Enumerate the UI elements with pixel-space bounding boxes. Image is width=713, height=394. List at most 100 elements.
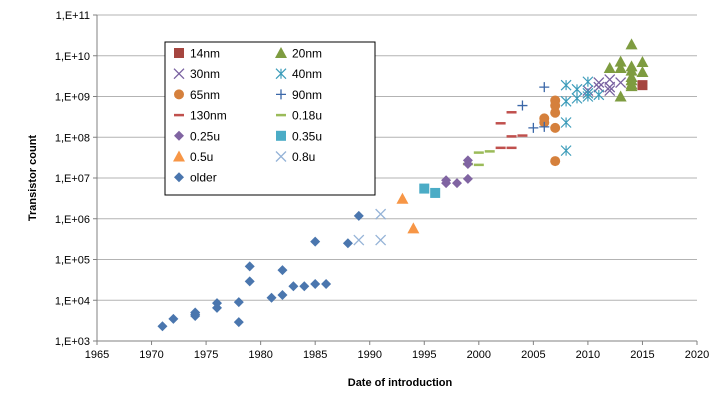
x-tick-label: 1995 xyxy=(412,349,436,361)
data-point xyxy=(157,321,168,332)
x-tick-label: 1970 xyxy=(139,349,163,361)
data-point xyxy=(342,238,353,249)
legend-marker xyxy=(276,130,286,141)
series-65nm xyxy=(539,95,561,167)
legend-marker xyxy=(275,68,287,80)
legend-marker xyxy=(173,150,185,162)
data-point xyxy=(636,65,649,77)
legend-label: 20nm xyxy=(292,47,322,61)
x-tick-label: 1980 xyxy=(248,349,272,361)
data-point xyxy=(277,289,288,300)
series-40nm xyxy=(560,76,605,157)
y-tick-label: 1,E+06 xyxy=(55,214,90,226)
x-tick-label: 2000 xyxy=(467,349,491,361)
series-90nm xyxy=(517,82,550,133)
data-point xyxy=(625,38,638,50)
legend-label: older xyxy=(190,171,217,185)
legend-entry: 14nm xyxy=(174,47,220,61)
data-points xyxy=(157,38,649,332)
x-axis-tick-labels: 1965 1970 1975 1980 1985 1990 1995 2000 2005 2010… xyxy=(85,349,709,361)
data-point xyxy=(625,80,638,92)
data-point xyxy=(550,156,561,167)
legend-entry: 65nm xyxy=(174,88,220,102)
data-point xyxy=(430,187,441,198)
legend-marker xyxy=(174,48,184,58)
data-point xyxy=(310,236,321,247)
data-point xyxy=(560,95,572,107)
data-point xyxy=(593,77,605,89)
y-axis-title: Transistor count xyxy=(27,135,39,222)
data-point xyxy=(636,56,649,68)
y-axis-tick-labels: 1,E+03 1,E+04 1,E+05 1,E+06 1,E+07 1,E+08 1,E+… xyxy=(55,10,90,348)
data-point xyxy=(582,76,594,88)
legend-marker xyxy=(174,89,184,100)
axes xyxy=(96,15,698,345)
series-older xyxy=(157,210,364,332)
data-point xyxy=(212,302,222,313)
data-point xyxy=(528,122,539,133)
legend-label: 0.8u xyxy=(292,150,315,164)
data-point xyxy=(244,261,255,272)
x-tick-label: 1985 xyxy=(303,349,327,361)
legend-label: 40nm xyxy=(292,67,322,81)
series-20nm xyxy=(603,38,649,102)
data-point xyxy=(168,313,179,324)
data-point xyxy=(550,100,561,111)
legend-label: 65nm xyxy=(190,88,220,102)
data-point xyxy=(517,100,528,111)
legend-marker xyxy=(275,151,287,162)
data-point xyxy=(560,117,572,128)
x-axis-title: Date of introduction xyxy=(348,377,453,389)
y-tick-label: 1,E+10 xyxy=(55,51,90,63)
data-point xyxy=(550,122,561,133)
data-point xyxy=(593,89,605,101)
legend-entry: 0.25u xyxy=(174,129,220,143)
series-0.5u xyxy=(396,192,420,234)
series-14nm xyxy=(637,80,648,91)
x-tick-label: 2005 xyxy=(521,349,545,361)
series-0.8u xyxy=(353,208,387,246)
legend-label: 0.5u xyxy=(190,150,213,164)
legend-entry: 0.18u xyxy=(276,109,322,123)
legend-marker xyxy=(173,68,185,80)
data-point xyxy=(233,317,244,328)
data-point xyxy=(266,292,277,303)
data-point xyxy=(353,210,364,221)
data-point xyxy=(539,82,550,93)
legend-entry: 30nm xyxy=(173,67,220,81)
data-point xyxy=(310,279,321,290)
y-tick-label: 1,E+11 xyxy=(56,10,90,22)
legend-entry: 40nm xyxy=(275,67,322,81)
data-point xyxy=(604,85,616,97)
series-0.35u xyxy=(419,183,441,198)
series-0.25u xyxy=(441,155,473,189)
legend-label: 0.35u xyxy=(292,129,322,143)
legend-label: 90nm xyxy=(292,88,322,102)
y-tick-label: 1,E+08 xyxy=(55,132,90,144)
data-point xyxy=(233,297,244,308)
legend-label: 130nm xyxy=(190,109,227,123)
legend-marker xyxy=(174,130,184,141)
x-tick-label: 2020 xyxy=(685,349,709,361)
x-tick-label: 1990 xyxy=(357,349,381,361)
legend-entry: 0.8u xyxy=(275,150,315,164)
legend-entry: 0.35u xyxy=(276,129,322,143)
legend-label: 0.25u xyxy=(190,129,220,143)
data-point xyxy=(277,265,288,276)
legend-entry: 0.5u xyxy=(173,150,213,164)
y-tick-label: 1,E+04 xyxy=(55,295,90,307)
y-tick-label: 1,E+05 xyxy=(55,255,90,267)
data-point xyxy=(603,62,616,74)
x-tick-label: 1965 xyxy=(85,349,109,361)
data-point xyxy=(396,192,409,204)
legend-entry: older xyxy=(174,171,217,185)
data-point xyxy=(560,79,572,91)
legend-marker xyxy=(275,47,287,58)
legend-entry: 90nm xyxy=(276,88,322,102)
data-point xyxy=(582,91,594,102)
legend-marker xyxy=(276,89,286,100)
data-point xyxy=(625,64,638,76)
y-tick-label: 1,E+03 xyxy=(55,336,90,348)
data-point xyxy=(550,107,561,118)
